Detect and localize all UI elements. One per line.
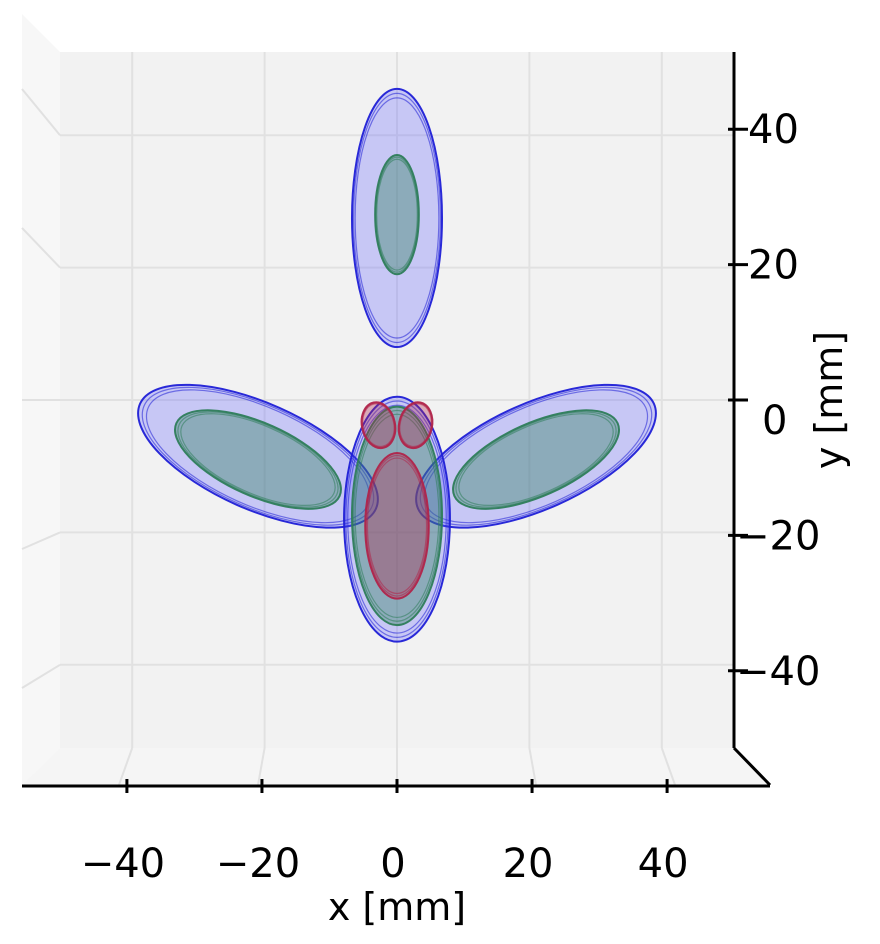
x-floor-gridline-4 xyxy=(660,747,676,786)
y-side-gridline-1 xyxy=(21,531,61,550)
axes-layer: −40 −20 0 20 40 −40 −20 0 20 40 xyxy=(22,52,820,887)
y-tick-label-4: 40 xyxy=(748,107,799,153)
grid-layer xyxy=(21,52,734,786)
x-tick-label-4: 40 xyxy=(638,841,689,887)
outer-region-4 xyxy=(415,383,657,529)
middle-contour-7-1 xyxy=(352,409,442,622)
inner-contour-8-1 xyxy=(365,454,429,597)
y-side-gridline-3 xyxy=(21,227,61,269)
outer-contour-2-1 xyxy=(141,386,375,526)
axis-corner-line xyxy=(732,746,772,787)
outer-contour-0-2 xyxy=(354,97,440,339)
y-side-gridline-4 xyxy=(21,88,61,136)
x-floor-gridline-0 xyxy=(118,747,134,786)
middle-contour-3-1 xyxy=(177,411,339,508)
outer-contour-0-1 xyxy=(352,92,442,344)
y-axis-label: y [mm] xyxy=(807,331,851,469)
outer-region-2 xyxy=(137,383,379,529)
middle-contour-5-0 xyxy=(452,409,620,510)
x-tick-label-3: 20 xyxy=(503,841,554,887)
y-tick-label-0: −40 xyxy=(736,649,820,695)
inner-contour-9-2 xyxy=(362,403,395,448)
inner-region-8 xyxy=(364,451,430,600)
middle-contour-1-0 xyxy=(374,154,420,276)
middle-region-5 xyxy=(452,409,620,510)
outer-region-0 xyxy=(350,87,444,349)
middle-contour-1-1 xyxy=(375,156,419,273)
inner-contour-10-2 xyxy=(399,403,432,448)
middle-region-3 xyxy=(174,409,342,510)
middle-contour-1-2 xyxy=(376,158,418,271)
middle-contour-5-1 xyxy=(455,411,617,508)
outer-contour-4-1 xyxy=(419,386,653,526)
x-tick-label-2: 0 xyxy=(380,841,405,887)
inner-region-10 xyxy=(397,401,434,450)
middle-contour-5-2 xyxy=(458,413,614,507)
inner-contour-8-2 xyxy=(366,457,428,595)
outer-contour-4-0 xyxy=(415,383,657,529)
x-floor-gridline-3 xyxy=(528,747,538,786)
y-tick-label-3: 20 xyxy=(748,243,799,289)
outer-contour-0-0 xyxy=(350,87,444,349)
x-tick-label-0: −40 xyxy=(81,841,165,887)
x-axis-label: x [mm] xyxy=(328,885,466,929)
inner-contour-8-0 xyxy=(364,451,430,600)
x-tick-label-1: −20 xyxy=(216,841,300,887)
outer-contour-6-0 xyxy=(343,395,451,643)
outer-region-6 xyxy=(343,395,451,643)
middle-contour-3-2 xyxy=(180,413,336,507)
y-tick-label-2: 0 xyxy=(762,398,787,444)
outer-contour-6-1 xyxy=(345,400,449,638)
outer-contour-2-0 xyxy=(137,383,379,529)
inner-region-9 xyxy=(360,401,397,450)
middle-region-1 xyxy=(374,154,420,276)
middle-contour-7-2 xyxy=(354,413,440,619)
middle-contour-3-0 xyxy=(174,409,342,510)
y-side-gridline-0 xyxy=(21,663,61,689)
outer-contour-6-2 xyxy=(347,404,447,634)
y-tick-label-1: −20 xyxy=(736,513,820,559)
x-floor-gridline-1 xyxy=(256,747,266,786)
contour-regions xyxy=(137,87,657,643)
